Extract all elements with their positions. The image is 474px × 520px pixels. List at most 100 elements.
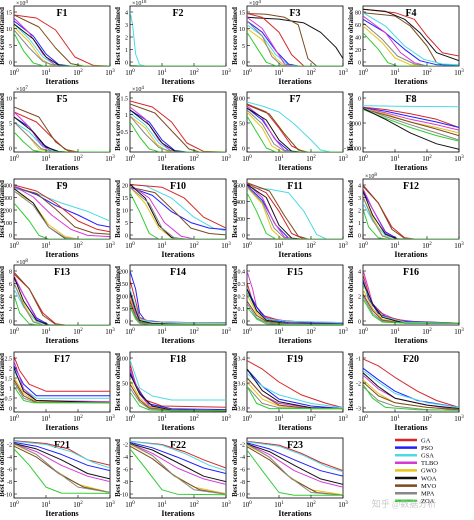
y-tick-label: 2 [125,36,128,42]
series-line-tlbo [130,443,226,485]
series-line-ga [363,8,459,57]
y-axis-label: Best score obtained [114,180,122,238]
x-tick-label: 102 [422,155,432,163]
series-line-mvo [247,182,343,239]
y-axis-label: Best score obtained [114,439,122,497]
x-tick-label: 103 [105,328,115,336]
x-tick-label: 102 [189,155,199,163]
y-tick-label: 100 [119,357,128,363]
series-line-woa [130,109,226,152]
x-axis-label: Iterations [161,336,194,345]
y-axis-label: Best score obtained [347,93,355,151]
x-axis-label: Iterations [278,509,311,518]
y-tick-label: 2 [9,367,12,373]
series-group [247,440,343,496]
x-tick-label: 100 [358,242,368,250]
x-axis-label: Iterations [394,423,427,432]
x-tick-label: 101 [274,415,284,423]
series-group [247,101,343,152]
series-line-gsa [130,359,226,401]
series-line-gsa [130,440,226,472]
series-line-tlbo [247,183,343,239]
series-line-pso [247,368,343,410]
y-axis-label: Best score obtained [231,266,239,324]
series-line-zoa [130,448,226,496]
x-tick-label: 102 [189,69,199,77]
series-line-mpa [247,186,343,239]
y-tick-label: 100 [119,295,128,301]
series-line-zoa [130,391,226,412]
series-line-ga [363,106,459,128]
legend-label-gwo: GWO [421,468,437,475]
y-axis-label: Best score obtained [231,180,239,238]
series-line-mvo [14,186,110,235]
series-line-pso [247,185,343,239]
y-tick-label: -2 [7,443,12,449]
x-tick-label: 100 [242,242,252,250]
subplot-f11: F11 100 101 102 103 0 200 400 600 Iterations Best … [231,178,348,259]
subplot-title: F7 [289,94,300,105]
series-line-gsa [14,440,110,469]
y-tick-label: 15 [122,196,128,202]
x-axis-label: Iterations [161,163,194,172]
series-line-ga [247,13,343,66]
series-line-gwo [363,25,459,66]
y-tick-label: 1.5 [121,97,129,103]
y-tick-label: 6 [9,282,12,288]
series-line-mpa [14,443,110,493]
y-axis-label: Best score obtained [0,353,6,411]
subplot-title: F1 [56,8,67,19]
y-tick-label: 5 [9,122,12,128]
y-tick-label: 0 [242,234,245,240]
series-line-woa [247,16,343,59]
series-line-mpa [363,22,459,66]
axis-exponent: ×107 [16,86,28,93]
y-tick-label: 5 [242,44,245,50]
x-tick-label: 101 [274,155,284,163]
series-group [247,270,343,325]
series-line-tlbo [247,16,343,66]
y-tick-label: 300 [3,196,12,202]
legend-label-gsa: GSA [421,453,434,460]
y-tick-label: 5 [125,221,128,227]
series-line-mvo [14,106,110,152]
y-axis-label: Best score obtained [347,7,355,65]
x-tick-label: 102 [306,415,316,423]
subplot-f5: F5 100 101 102 103 0 5 10 ×107 Iterations Best sco… [0,86,115,172]
y-tick-label: 100 [3,221,12,227]
y-tick-label: 0 [242,61,245,67]
x-tick-label: 102 [306,69,316,77]
x-tick-label: 102 [189,242,199,250]
series-group [130,440,226,496]
y-tick-label: -4 [7,455,12,461]
subplot-f15: F15 100 101 102 103 0 0.1 0.2 0.3 0.4 Iterations Be… [231,264,348,345]
y-tick-label: 1 [9,387,12,393]
y-tick-label: 200 [236,217,245,223]
x-tick-label: 103 [338,328,348,336]
axis-exponent: ×108 [365,173,377,180]
series-line-gsa [130,112,226,152]
x-axis-label: Iterations [161,509,194,518]
watermark: 知乎 @数据分析 [372,498,437,509]
x-axis-label: Iterations [394,336,427,345]
y-tick-label: 2.5 [5,357,13,363]
series-line-woa [14,23,110,66]
series-line-gwo [247,186,343,239]
series-line-mpa [130,186,226,239]
series-line-zoa [363,32,459,66]
y-tick-label: 3 [358,196,361,202]
x-tick-label: 100 [358,69,368,77]
series-group [130,270,226,325]
x-axis-label: Iterations [45,509,78,518]
x-tick-label: 101 [157,328,167,336]
series-line-mvo [363,12,459,66]
x-tick-label: 103 [221,69,231,77]
x-tick-label: 103 [221,242,231,250]
x-tick-label: 101 [41,328,51,336]
axes-frame [129,264,227,326]
series-group [130,100,226,152]
subplot-f14: F14 100 101 102 103 0 50 100 150 200 Iterations Bes… [114,264,231,345]
series-line-tlbo [14,361,110,403]
series-line-mvo [130,103,226,152]
series-line-mvo [14,271,110,325]
